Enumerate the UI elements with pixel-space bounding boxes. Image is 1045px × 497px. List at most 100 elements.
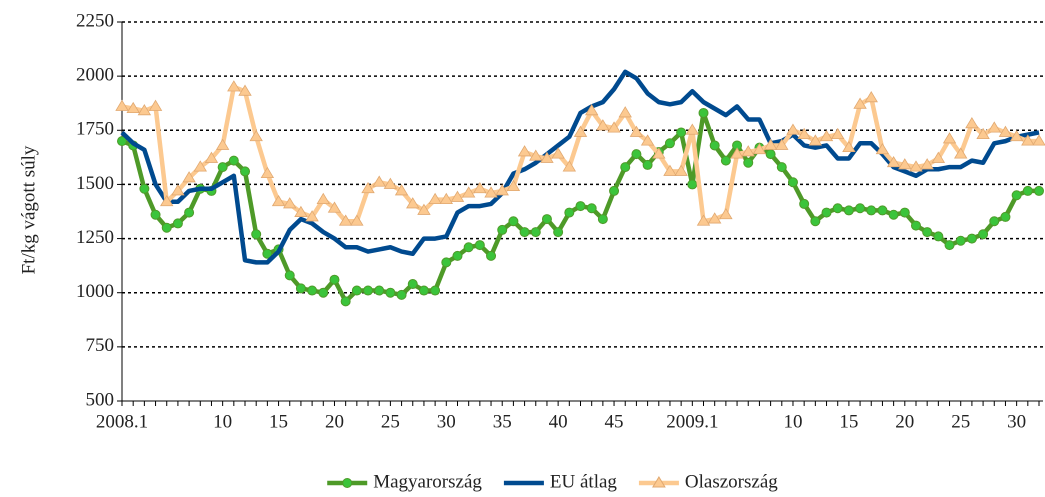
legend-label: Magyarország [373, 471, 482, 492]
point [340, 296, 351, 307]
point [316, 192, 330, 204]
point [361, 181, 375, 194]
point [978, 229, 989, 240]
y-tick-label: 1750 [76, 119, 114, 140]
point [439, 192, 454, 204]
point [497, 224, 508, 235]
point [909, 160, 923, 172]
point [430, 285, 441, 296]
point [987, 121, 1001, 133]
point [663, 164, 677, 176]
point [495, 184, 509, 196]
y-tick-label: 500 [86, 389, 115, 410]
point [597, 214, 608, 225]
point [564, 207, 575, 218]
legend-label: EU átlag [550, 471, 618, 492]
point [573, 125, 588, 137]
point [730, 147, 744, 159]
point [743, 157, 754, 168]
point [126, 101, 140, 114]
point [486, 250, 497, 261]
point [396, 289, 407, 300]
point [810, 216, 821, 227]
point [989, 216, 1000, 227]
x-tick-label: 10 [213, 411, 232, 432]
x-tick-label: 30 [437, 411, 456, 432]
point [920, 158, 934, 170]
point [584, 104, 599, 116]
point [797, 127, 811, 140]
x-tick-label: 30 [1007, 411, 1026, 432]
point [799, 198, 810, 209]
point [529, 149, 543, 161]
point [674, 164, 688, 176]
point [385, 287, 396, 298]
point [1032, 134, 1045, 146]
x-tick-label: 35 [493, 411, 512, 432]
point [484, 186, 498, 198]
point [508, 216, 519, 227]
point [864, 91, 878, 103]
point [821, 207, 832, 218]
point [553, 227, 564, 238]
point [696, 214, 711, 226]
point [450, 190, 465, 202]
point [786, 123, 800, 135]
point [441, 257, 452, 268]
point [284, 270, 295, 281]
point [417, 203, 431, 215]
point [752, 142, 767, 155]
point [394, 184, 409, 196]
point [931, 151, 946, 163]
point [383, 177, 398, 189]
point [350, 214, 364, 226]
point [910, 220, 921, 231]
point [922, 227, 933, 238]
y-tick-label: 750 [86, 335, 115, 356]
point [318, 287, 329, 298]
point [305, 210, 319, 222]
point [741, 145, 755, 157]
point [184, 207, 195, 218]
point [172, 218, 183, 229]
x-tick-label: 15 [839, 411, 858, 432]
point [765, 149, 776, 160]
point [575, 201, 586, 212]
point [776, 162, 787, 173]
point [853, 97, 867, 109]
point [137, 104, 152, 116]
point [363, 285, 374, 296]
point [240, 166, 251, 177]
point [251, 229, 262, 240]
x-tick-label: 10 [783, 411, 802, 432]
legend-item: Olaszország [638, 471, 778, 492]
point [338, 214, 353, 226]
point [228, 155, 239, 166]
point [652, 147, 666, 159]
point [327, 201, 342, 213]
point [150, 209, 161, 220]
point [955, 235, 966, 246]
point [966, 233, 977, 244]
point [562, 160, 577, 172]
point [808, 134, 823, 146]
point [698, 107, 709, 118]
y-tick-label: 1000 [76, 281, 114, 302]
legend-item: EU átlag [503, 471, 618, 492]
point [171, 184, 185, 196]
point [640, 134, 655, 146]
point [182, 171, 196, 183]
point [1011, 190, 1022, 201]
point [260, 166, 275, 178]
point [115, 99, 129, 111]
point [877, 205, 888, 216]
point [428, 192, 442, 204]
point [294, 205, 308, 217]
point [517, 145, 532, 157]
point [452, 250, 463, 261]
point [687, 179, 698, 190]
y-tick-label: 1250 [76, 227, 114, 248]
point [295, 283, 306, 294]
point [965, 117, 979, 129]
